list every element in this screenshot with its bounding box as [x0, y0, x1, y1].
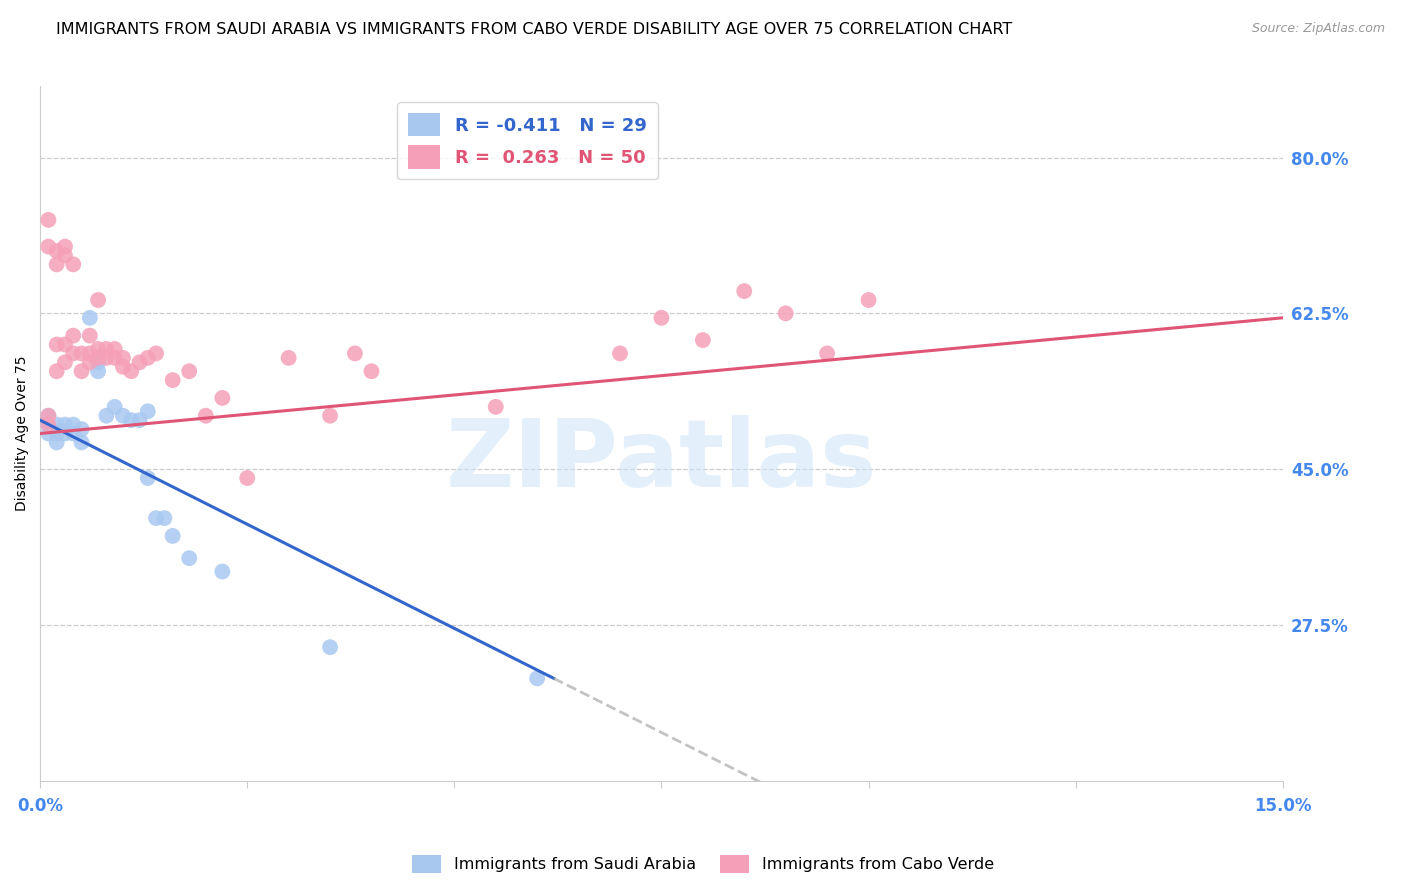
Text: Source: ZipAtlas.com: Source: ZipAtlas.com — [1251, 22, 1385, 36]
Point — [136, 404, 159, 418]
Point — [70, 422, 93, 436]
Point — [211, 565, 233, 579]
Point — [111, 409, 134, 423]
Point — [179, 551, 201, 566]
Point — [45, 364, 67, 378]
Point — [62, 417, 84, 432]
Point — [79, 310, 101, 325]
Point — [45, 337, 67, 351]
Point — [179, 364, 201, 378]
Point — [162, 373, 184, 387]
Point — [211, 391, 233, 405]
Point — [111, 359, 134, 374]
Point — [45, 435, 67, 450]
Point — [70, 364, 93, 378]
Point — [136, 471, 159, 485]
Point — [858, 293, 880, 307]
Y-axis label: Disability Age Over 75: Disability Age Over 75 — [15, 356, 30, 511]
Point — [277, 351, 299, 365]
Legend: R = -0.411   N = 29, R =  0.263   N = 50: R = -0.411 N = 29, R = 0.263 N = 50 — [396, 103, 658, 179]
Point — [53, 239, 76, 253]
Point — [62, 426, 84, 441]
Point — [136, 351, 159, 365]
Point — [104, 351, 127, 365]
Point — [145, 346, 167, 360]
Point — [319, 640, 342, 655]
Point — [815, 346, 838, 360]
Point — [45, 417, 67, 432]
Point — [104, 400, 127, 414]
Point — [485, 400, 508, 414]
Point — [45, 426, 67, 441]
Point — [609, 346, 631, 360]
Point — [145, 511, 167, 525]
Point — [360, 364, 382, 378]
Point — [53, 337, 76, 351]
Point — [37, 409, 59, 423]
Point — [37, 426, 59, 441]
Point — [62, 328, 84, 343]
Point — [128, 355, 150, 369]
Point — [37, 417, 59, 432]
Point — [96, 342, 118, 356]
Point — [120, 364, 142, 378]
Point — [96, 409, 118, 423]
Point — [79, 346, 101, 360]
Point — [87, 364, 110, 378]
Point — [526, 671, 548, 685]
Point — [111, 351, 134, 365]
Point — [775, 306, 797, 320]
Point — [79, 355, 101, 369]
Point — [733, 284, 755, 298]
Point — [162, 529, 184, 543]
Text: ZIPatlas: ZIPatlas — [446, 416, 877, 508]
Legend: Immigrants from Saudi Arabia, Immigrants from Cabo Verde: Immigrants from Saudi Arabia, Immigrants… — [406, 848, 1000, 880]
Point — [70, 346, 93, 360]
Point — [104, 342, 127, 356]
Point — [650, 310, 672, 325]
Point — [194, 409, 217, 423]
Point — [692, 333, 714, 347]
Point — [45, 257, 67, 271]
Point — [128, 413, 150, 427]
Point — [87, 293, 110, 307]
Point — [87, 342, 110, 356]
Point — [37, 417, 59, 432]
Point — [37, 213, 59, 227]
Point — [87, 355, 110, 369]
Point — [87, 351, 110, 365]
Point — [70, 435, 93, 450]
Point — [236, 471, 259, 485]
Point — [79, 328, 101, 343]
Point — [343, 346, 366, 360]
Point — [153, 511, 176, 525]
Point — [53, 355, 76, 369]
Point — [62, 257, 84, 271]
Point — [37, 409, 59, 423]
Text: 0.0%: 0.0% — [17, 797, 63, 814]
Point — [53, 248, 76, 262]
Text: IMMIGRANTS FROM SAUDI ARABIA VS IMMIGRANTS FROM CABO VERDE DISABILITY AGE OVER 7: IMMIGRANTS FROM SAUDI ARABIA VS IMMIGRAN… — [56, 22, 1012, 37]
Point — [319, 409, 342, 423]
Point — [37, 239, 59, 253]
Point — [45, 244, 67, 258]
Point — [53, 426, 76, 441]
Point — [120, 413, 142, 427]
Text: 15.0%: 15.0% — [1254, 797, 1312, 814]
Point — [62, 346, 84, 360]
Point — [96, 351, 118, 365]
Point — [53, 417, 76, 432]
